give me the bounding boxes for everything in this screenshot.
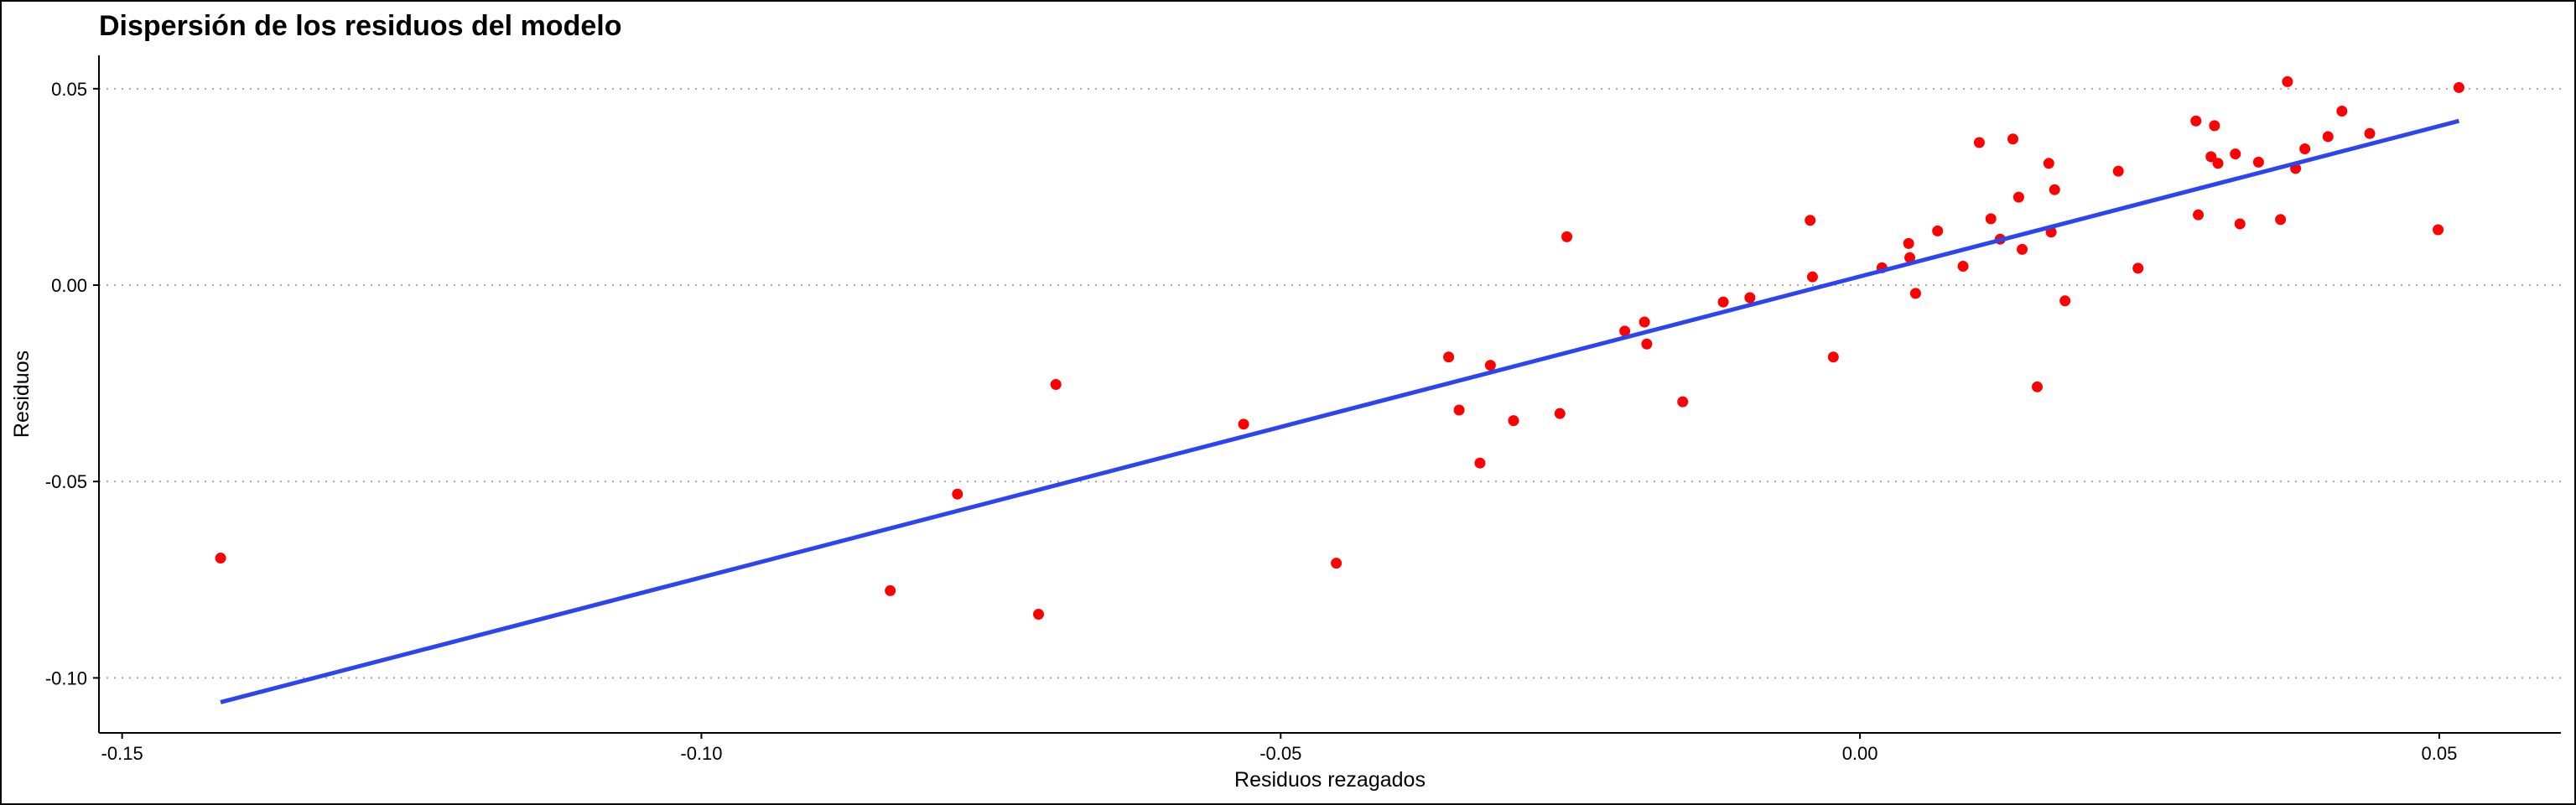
data-point: [952, 488, 963, 500]
regression-line: [220, 118, 2460, 704]
data-point: [2453, 81, 2464, 93]
data-point: [1957, 261, 1969, 273]
data-point: [1050, 379, 1062, 391]
data-point: [2193, 209, 2205, 221]
data-point: [2322, 131, 2334, 143]
data-point: [2234, 218, 2246, 230]
data-point: [1639, 316, 1650, 328]
x-tick-label: -0.10: [680, 743, 722, 764]
data-point: [1932, 225, 1944, 236]
data-point: [1973, 137, 1985, 148]
data-point: [2336, 106, 2348, 117]
data-point: [2282, 75, 2293, 87]
data-point: [2209, 120, 2220, 132]
y-tick-label: 0.05: [51, 79, 87, 100]
data-point: [1805, 215, 1816, 226]
data-point: [1677, 396, 1689, 408]
data-point: [1903, 237, 1914, 249]
data-point: [1443, 351, 1455, 363]
data-point: [2299, 143, 2311, 154]
x-axis-title: Residuos rezagados: [1234, 768, 1426, 792]
data-point: [2190, 115, 2202, 127]
data-point: [885, 584, 896, 596]
y-axis-ticks: -0.10 -0.05 0.00 0.05: [45, 79, 99, 688]
y-tick-label: 0.00: [51, 275, 87, 296]
data-point: [1717, 296, 1729, 308]
data-point: [1484, 360, 1496, 371]
data-point: [2230, 148, 2241, 160]
data-point: [2017, 243, 2028, 255]
data-point: [1238, 418, 1249, 430]
x-tick-label: -0.05: [1259, 743, 1301, 764]
data-point: [1909, 288, 1921, 299]
data-point: [1619, 325, 1631, 337]
y-tick-label: -0.05: [45, 471, 87, 492]
data-point: [2007, 133, 2018, 145]
x-tick-label: 0.00: [1842, 743, 1878, 764]
data-point: [1985, 213, 1997, 225]
data-point: [2012, 191, 2024, 203]
data-point: [2132, 262, 2144, 274]
data-point: [2205, 151, 2217, 163]
data-point: [2112, 165, 2124, 177]
data-point: [215, 553, 226, 564]
data-point: [1744, 292, 1756, 304]
data-point: [2043, 158, 2054, 169]
data-point: [1508, 415, 1519, 427]
data-point: [1554, 408, 1566, 419]
x-tick-label: 0.05: [2422, 743, 2458, 764]
data-point: [2364, 127, 2376, 139]
gridlines: [99, 87, 2561, 679]
chart-title: Dispersión de los residuos del modelo: [99, 10, 621, 42]
data-point: [1331, 558, 1343, 569]
data-point: [2031, 381, 2043, 392]
data-point: [2059, 295, 2071, 307]
data-point: [1827, 351, 1839, 363]
data-point: [1474, 457, 1486, 469]
data-point: [1033, 609, 1045, 621]
y-tick-label: -0.10: [45, 667, 87, 688]
data-point: [1806, 271, 1818, 283]
x-axis-ticks: -0.15 -0.10 -0.05 0.00 0.05: [101, 733, 2458, 764]
y-axis-title: Residuos: [10, 351, 34, 438]
data-point: [1641, 338, 1653, 350]
data-point: [2433, 224, 2444, 236]
data-point: [1453, 404, 1465, 416]
data-point: [2212, 158, 2224, 169]
x-tick-label: -0.15: [101, 743, 143, 764]
data-point: [1904, 252, 1916, 263]
data-points: [215, 75, 2464, 621]
data-point: [2252, 156, 2264, 168]
data-point: [2049, 184, 2060, 195]
data-point: [1561, 231, 1573, 242]
data-point: [2275, 214, 2287, 226]
